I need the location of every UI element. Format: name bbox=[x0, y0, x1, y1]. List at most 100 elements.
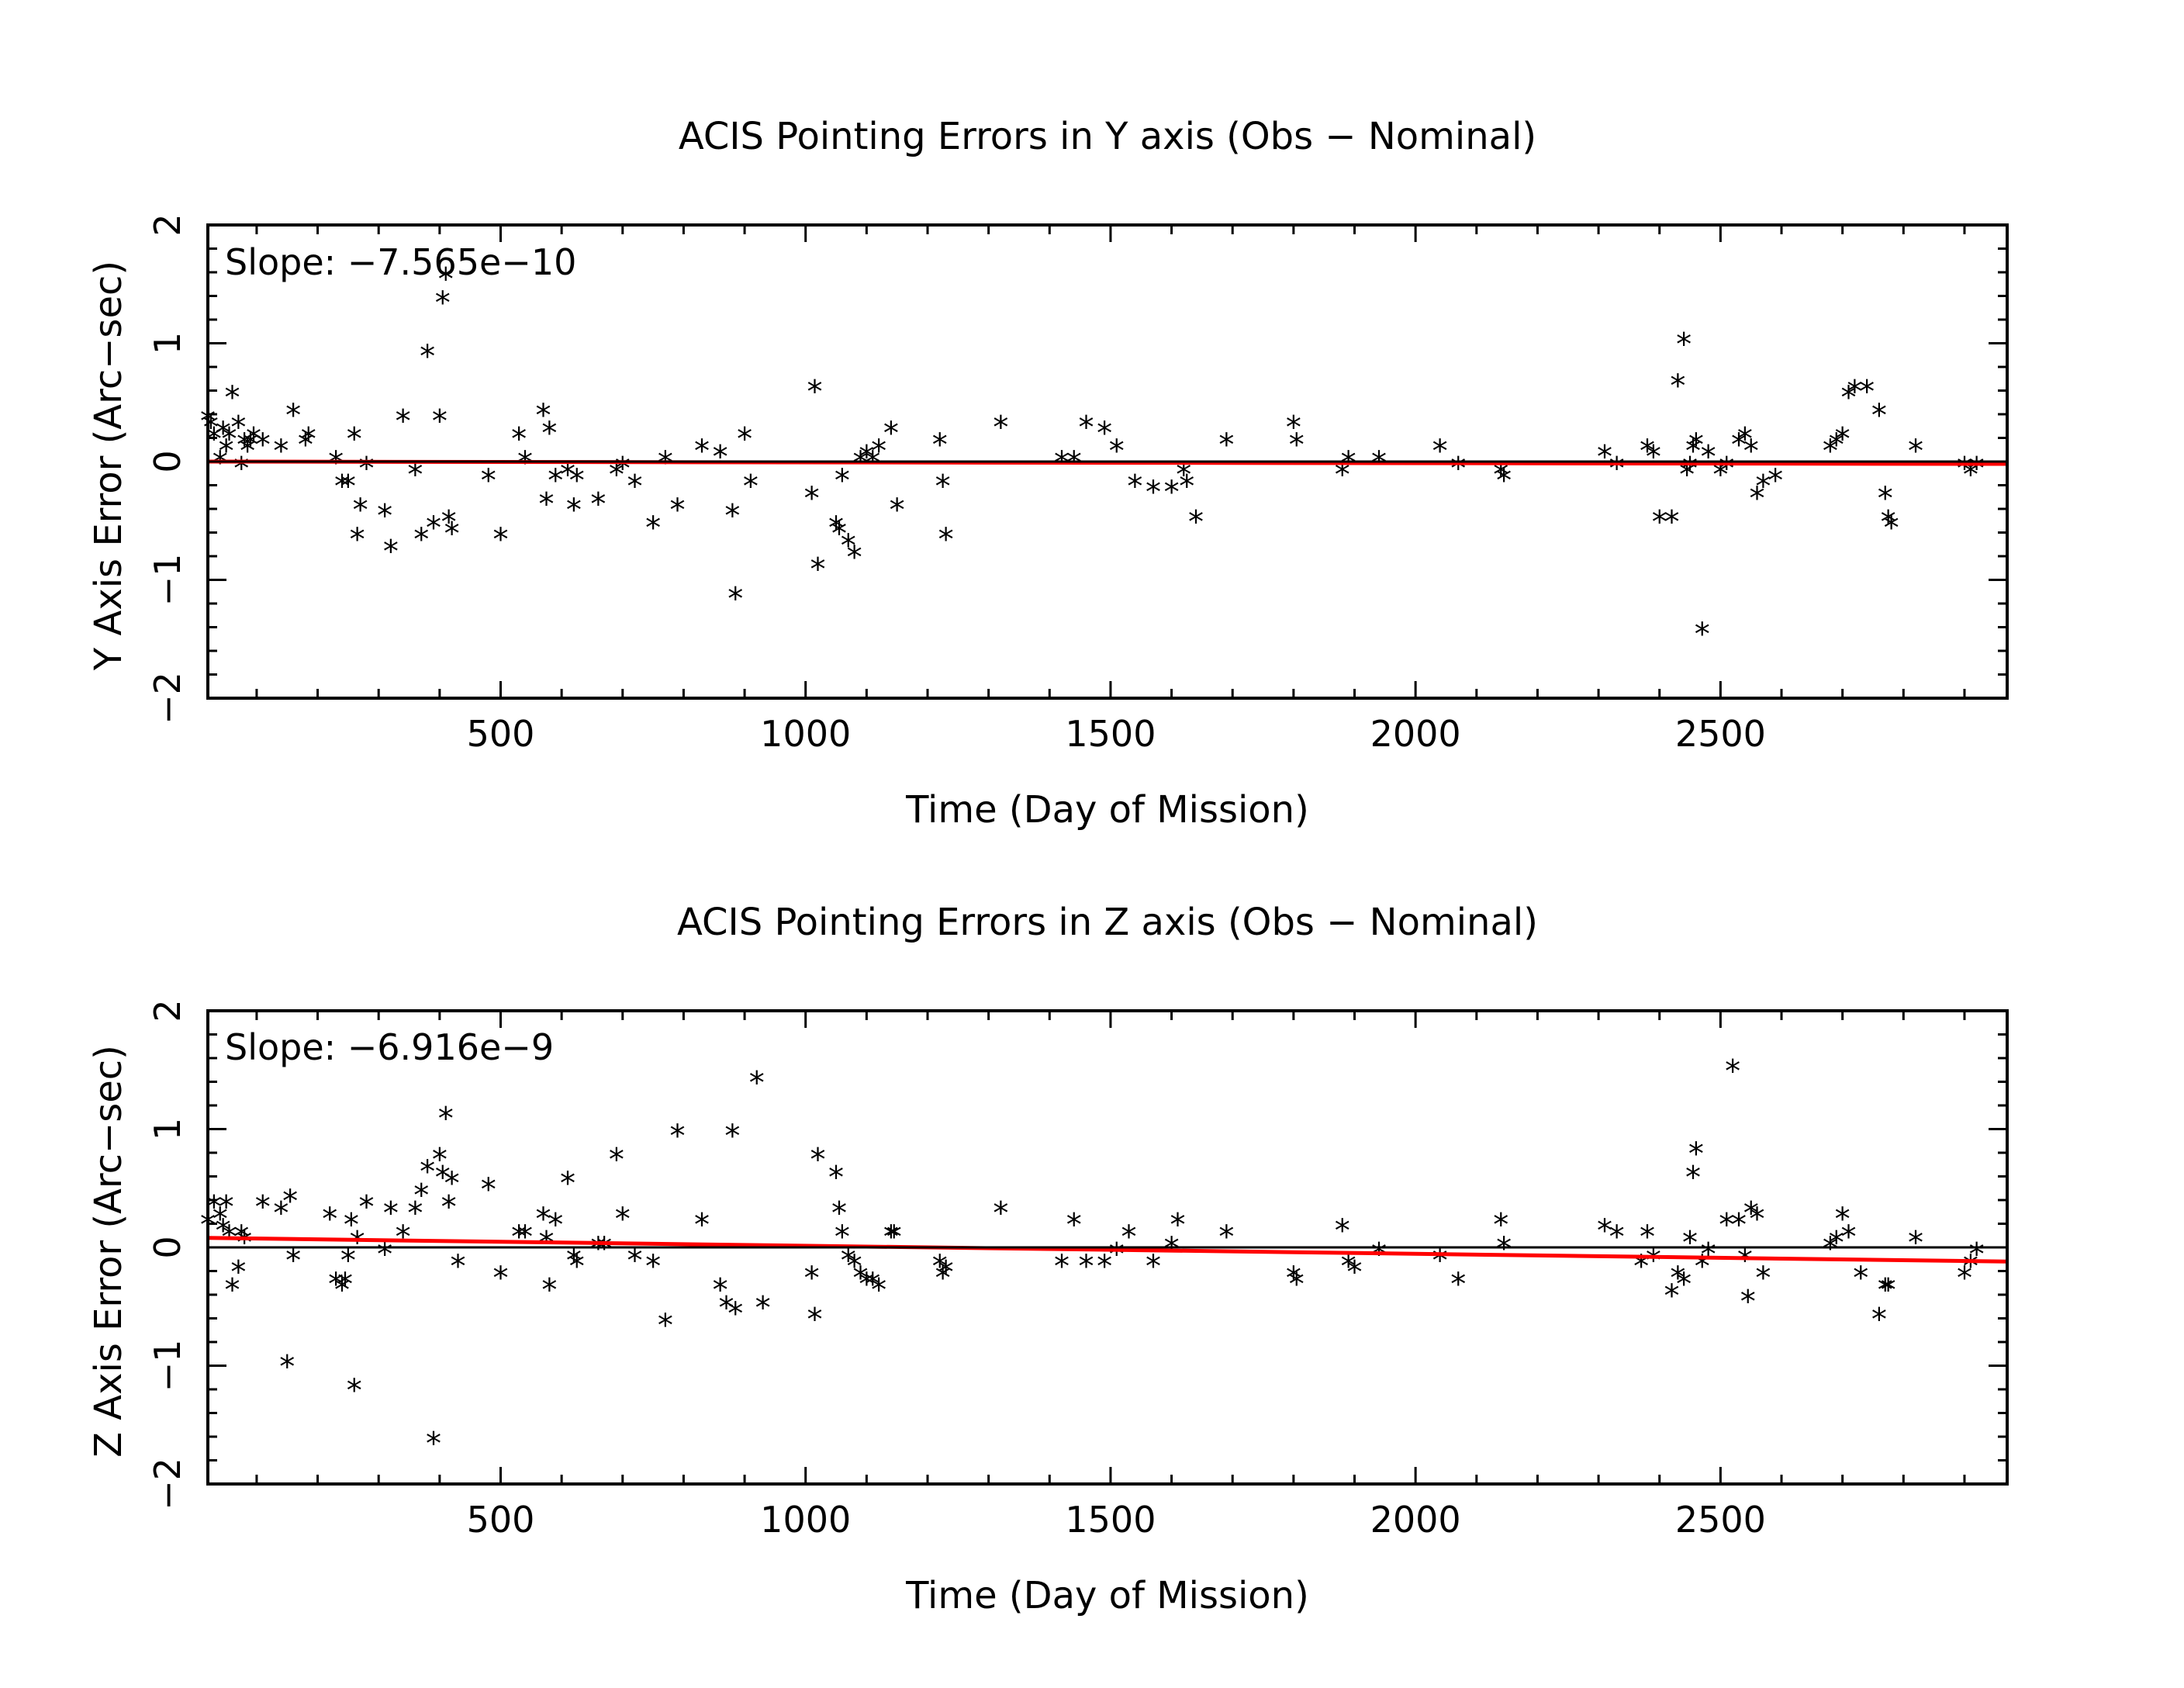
y-tick-label: 2 bbox=[147, 213, 188, 236]
points-layer: ****************************************… bbox=[200, 1053, 1985, 1461]
data-point: * bbox=[224, 1272, 240, 1308]
data-point: * bbox=[831, 517, 847, 552]
data-point: * bbox=[1496, 463, 1512, 499]
data-point: * bbox=[890, 493, 905, 528]
data-point: * bbox=[511, 422, 527, 458]
data-point: * bbox=[541, 416, 557, 451]
data-point: * bbox=[1493, 457, 1508, 493]
data-point: * bbox=[282, 1184, 298, 1219]
data-point: * bbox=[377, 1237, 392, 1273]
data-point: * bbox=[1176, 457, 1191, 493]
data-point: * bbox=[1097, 416, 1112, 451]
data-point: * bbox=[1859, 375, 1875, 410]
data-point: * bbox=[1289, 1267, 1305, 1302]
data-point: * bbox=[1871, 398, 1887, 434]
data-point: * bbox=[1743, 1195, 1759, 1231]
data-point: * bbox=[590, 1231, 606, 1267]
data-point: * bbox=[1432, 1243, 1448, 1278]
data-point: * bbox=[358, 451, 374, 487]
data-point: * bbox=[1496, 1231, 1512, 1267]
data-point: * bbox=[377, 499, 392, 534]
data-point: * bbox=[548, 463, 563, 499]
x-tick-label: 2500 bbox=[1675, 713, 1766, 755]
data-point: * bbox=[1682, 1225, 1698, 1261]
data-point: * bbox=[804, 481, 820, 517]
data-point: * bbox=[859, 439, 874, 475]
data-point: * bbox=[1179, 469, 1194, 505]
data-point: * bbox=[1835, 422, 1851, 458]
data-point: * bbox=[1609, 451, 1625, 487]
data-point: * bbox=[407, 1195, 423, 1231]
data-point: * bbox=[1755, 469, 1771, 505]
data-point: * bbox=[350, 1225, 365, 1261]
data-point: * bbox=[1701, 439, 1716, 475]
data-point: * bbox=[1286, 410, 1301, 445]
data-point: * bbox=[536, 398, 551, 434]
x-tick-label: 500 bbox=[467, 713, 535, 755]
data-point: * bbox=[828, 510, 844, 546]
data-point: * bbox=[438, 262, 454, 298]
data-point: * bbox=[1493, 1208, 1508, 1244]
data-point: * bbox=[670, 493, 686, 528]
data-point: * bbox=[1835, 1202, 1851, 1237]
data-point: * bbox=[536, 1202, 551, 1237]
y-tick-label: 1 bbox=[147, 1118, 188, 1140]
data-point: * bbox=[596, 1231, 612, 1267]
data-point: * bbox=[670, 1119, 686, 1154]
data-point: * bbox=[1676, 327, 1692, 363]
y-axis-error-panel: ACIS Pointing Errors in Y axis (Obs − No… bbox=[87, 115, 2009, 832]
data-point: * bbox=[871, 1272, 886, 1308]
data-point: * bbox=[1335, 1213, 1350, 1249]
data-point: * bbox=[1188, 504, 1204, 540]
data-point: * bbox=[1679, 457, 1695, 493]
data-point: * bbox=[441, 504, 457, 540]
data-point: * bbox=[1097, 1249, 1112, 1285]
data-point: * bbox=[718, 1290, 734, 1326]
data-point: * bbox=[444, 1166, 460, 1202]
data-point: * bbox=[1054, 1249, 1070, 1285]
data-point: * bbox=[213, 1202, 228, 1237]
data-point: * bbox=[852, 1261, 868, 1296]
data-point: * bbox=[396, 404, 411, 440]
data-point: * bbox=[807, 375, 823, 410]
chart-title: ACIS Pointing Errors in Y axis (Obs − No… bbox=[679, 115, 1536, 158]
data-point: * bbox=[847, 540, 862, 576]
data-point: * bbox=[1884, 510, 1899, 546]
data-point: * bbox=[548, 1208, 563, 1244]
data-point: * bbox=[450, 1249, 465, 1285]
data-point: * bbox=[413, 522, 429, 558]
data-point: * bbox=[334, 1272, 350, 1308]
data-point: * bbox=[426, 1427, 441, 1462]
y-tick-label: −2 bbox=[147, 1458, 188, 1510]
data-point: * bbox=[353, 493, 368, 528]
data-point: * bbox=[993, 1195, 1008, 1231]
data-point: * bbox=[1664, 504, 1679, 540]
data-point: * bbox=[444, 517, 460, 552]
data-point: * bbox=[230, 1255, 246, 1291]
data-point: * bbox=[279, 1350, 295, 1385]
data-point: * bbox=[1737, 422, 1753, 458]
data-point: * bbox=[743, 469, 759, 505]
data-point: * bbox=[224, 380, 240, 416]
data-point: * bbox=[1109, 1237, 1125, 1273]
x-tick-label: 2000 bbox=[1370, 1499, 1461, 1541]
data-point: * bbox=[420, 339, 435, 375]
data-point: * bbox=[322, 1202, 337, 1237]
data-point: * bbox=[938, 522, 954, 558]
data-point: * bbox=[413, 1178, 429, 1213]
data-point: * bbox=[347, 422, 362, 458]
data-point: * bbox=[396, 1219, 411, 1255]
data-point: * bbox=[865, 1267, 880, 1302]
data-point: * bbox=[1109, 434, 1125, 469]
data-point: * bbox=[1829, 1225, 1844, 1261]
data-point: * bbox=[216, 416, 231, 451]
data-point: * bbox=[1676, 1267, 1692, 1302]
x-axis-label: Time (Day of Mission) bbox=[905, 1574, 1309, 1617]
data-point: * bbox=[1664, 1278, 1679, 1314]
data-point: * bbox=[886, 1219, 902, 1255]
data-point: * bbox=[298, 427, 313, 463]
data-point: * bbox=[347, 1373, 362, 1409]
data-point: * bbox=[1881, 504, 1896, 540]
data-point: * bbox=[1725, 1053, 1740, 1089]
